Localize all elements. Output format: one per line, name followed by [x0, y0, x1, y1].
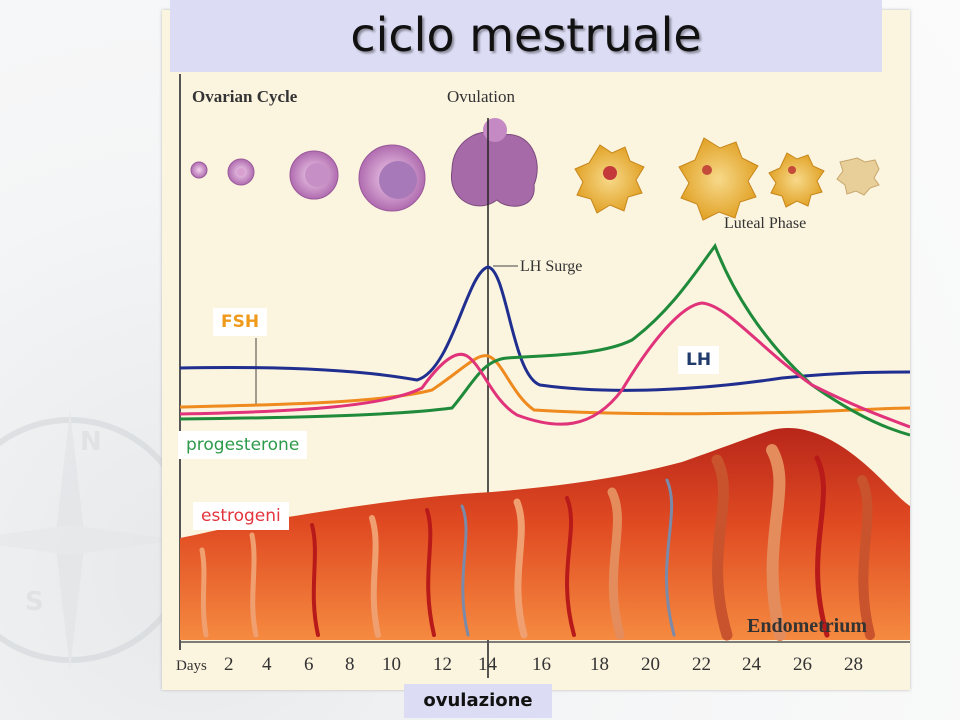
day-tick: 28: [844, 654, 863, 675]
luteal-phase-label: Luteal Phase: [724, 215, 806, 232]
progesterone-label: progesterone: [178, 431, 308, 459]
day-tick: 20: [641, 654, 660, 675]
day-tick: 16: [532, 654, 551, 675]
ovulation-label: Ovulation: [447, 87, 515, 106]
slide-title: ciclo mestruale: [350, 8, 702, 62]
lh-label: LH: [678, 346, 720, 374]
estrogen-curve: [179, 301, 910, 429]
day-tick: 6: [304, 654, 314, 675]
cycle-diagram: Ovarian Cycle Ovulation Luteal Phase: [176, 74, 910, 678]
endometrial-glands: [199, 444, 875, 641]
follicle-stages: [190, 118, 538, 212]
days-label: Days: [176, 658, 207, 674]
day-tick: 26: [793, 654, 812, 675]
ovarian-cycle-label: Ovarian Cycle: [192, 87, 298, 106]
day-tick: 24: [742, 654, 762, 675]
svg-text:N: N: [80, 427, 102, 457]
estrogen-label: estrogeni: [193, 502, 289, 530]
slide-title-bar: ciclo mestruale: [170, 0, 882, 72]
svg-text:S: S: [25, 587, 44, 617]
endometrium-layer: [180, 428, 910, 640]
lh-surge-label: LH Surge: [520, 258, 582, 275]
day-tick: 22: [692, 654, 711, 675]
day-tick: 10: [382, 654, 401, 675]
day-ticks: 2 4 6 8 10 12 14 16 18 20 22 24 26 28: [224, 654, 863, 675]
ovulation-caption: ovulazione: [404, 684, 552, 718]
corpus-luteum-stages: [574, 137, 880, 221]
endometrium-label: Endometrium: [747, 615, 867, 637]
compass-rose-icon: N S: [0, 410, 180, 670]
day-tick: 2: [224, 654, 234, 675]
day-tick: 4: [262, 654, 272, 675]
fsh-label: FSH: [213, 308, 268, 336]
day-tick: 18: [590, 654, 609, 675]
menstrual-cycle-figure: Ovarian Cycle Ovulation Luteal Phase: [162, 10, 910, 690]
day-tick: 12: [433, 654, 452, 675]
lh-curve: [179, 354, 910, 416]
day-tick: 8: [345, 654, 355, 675]
fsh-curve: [179, 265, 910, 392]
day-tick: 14: [478, 654, 498, 675]
